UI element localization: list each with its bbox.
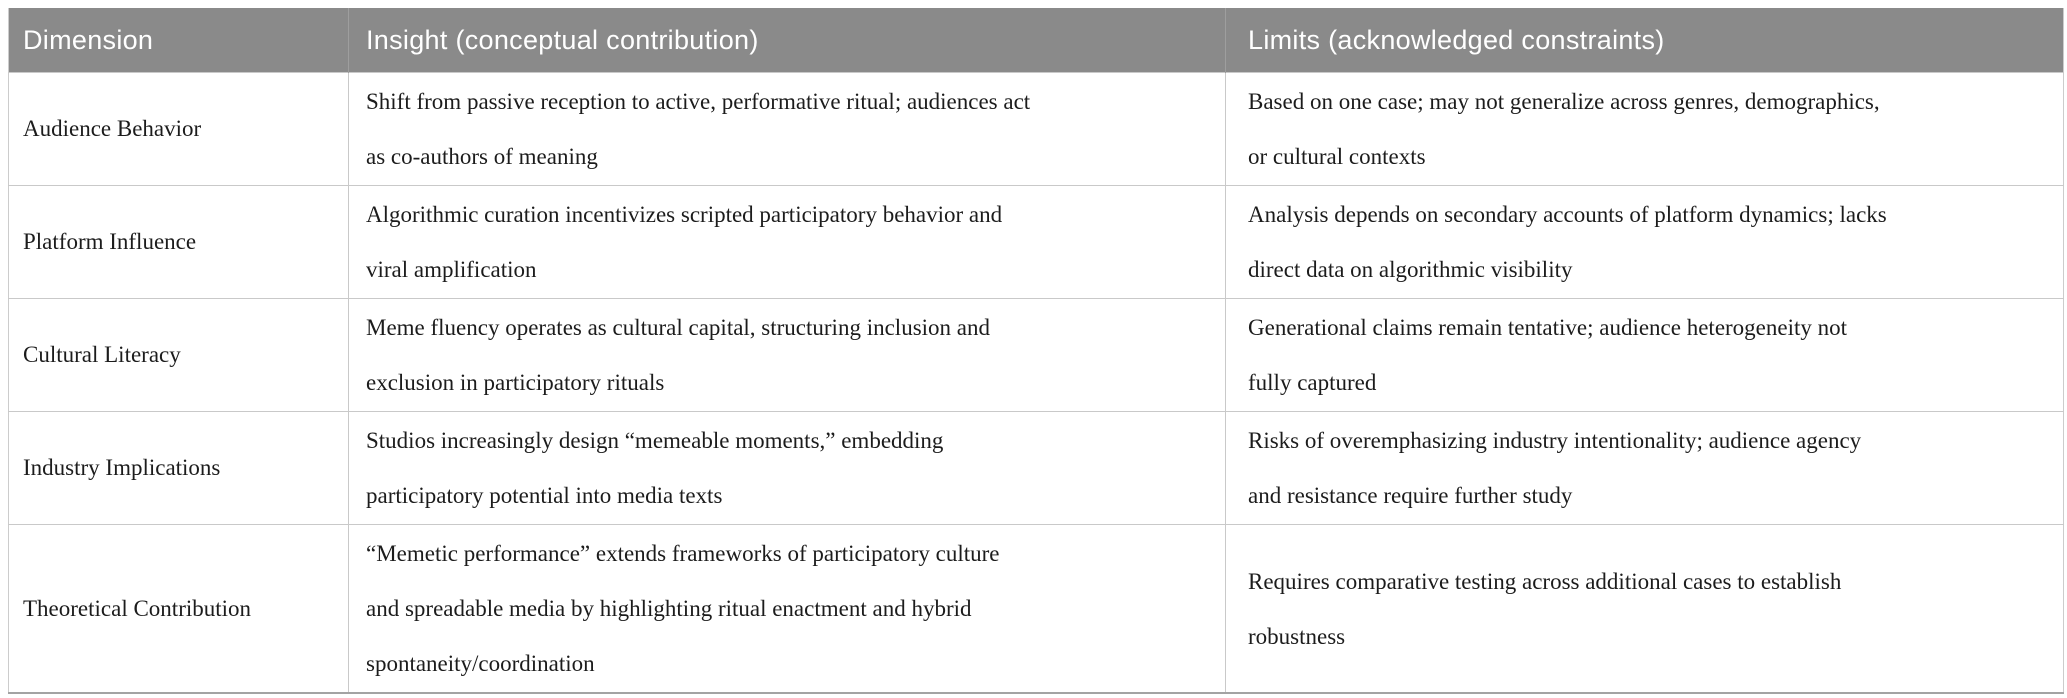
table-row: Platform Influence Algorithmic curation …	[8, 185, 2064, 299]
table-header: Dimension Insight (conceptual contributi…	[8, 8, 2064, 73]
cell-insight: Studios increasingly design “memeable mo…	[348, 411, 1226, 525]
cell-limits: Based on one case; may not generalize ac…	[1225, 72, 2064, 186]
cell-limits: Analysis depends on secondary accounts o…	[1225, 185, 2064, 299]
cell-dimension: Platform Influence	[8, 185, 349, 299]
column-header-dimension: Dimension	[8, 8, 349, 73]
cell-limits: Risks of overemphasizing industry intent…	[1225, 411, 2064, 525]
cell-insight: Meme fluency operates as cultural capita…	[348, 298, 1226, 412]
cell-dimension: Theoretical Contribution	[8, 524, 349, 693]
cell-dimension: Audience Behavior	[8, 72, 349, 186]
summary-table: Dimension Insight (conceptual contributi…	[8, 8, 2064, 694]
cell-limits: Requires comparative testing across addi…	[1225, 524, 2064, 693]
cell-insight: “Memetic performance” extends frameworks…	[348, 524, 1226, 693]
table-row: Cultural Literacy Meme fluency operates …	[8, 298, 2064, 412]
table-row: Audience Behavior Shift from passive rec…	[8, 72, 2064, 186]
cell-dimension: Cultural Literacy	[8, 298, 349, 412]
cell-insight: Shift from passive reception to active, …	[348, 72, 1226, 186]
table-body: Audience Behavior Shift from passive rec…	[8, 72, 2064, 693]
header-row: Dimension Insight (conceptual contributi…	[8, 8, 2064, 73]
column-header-insight: Insight (conceptual contribution)	[348, 8, 1226, 73]
table-row: Industry Implications Studios increasing…	[8, 411, 2064, 525]
cell-limits: Generational claims remain tentative; au…	[1225, 298, 2064, 412]
table-row: Theoretical Contribution “Memetic perfor…	[8, 524, 2064, 693]
cell-insight: Algorithmic curation incentivizes script…	[348, 185, 1226, 299]
cell-dimension: Industry Implications	[8, 411, 349, 525]
column-header-limits: Limits (acknowledged constraints)	[1225, 8, 2064, 73]
